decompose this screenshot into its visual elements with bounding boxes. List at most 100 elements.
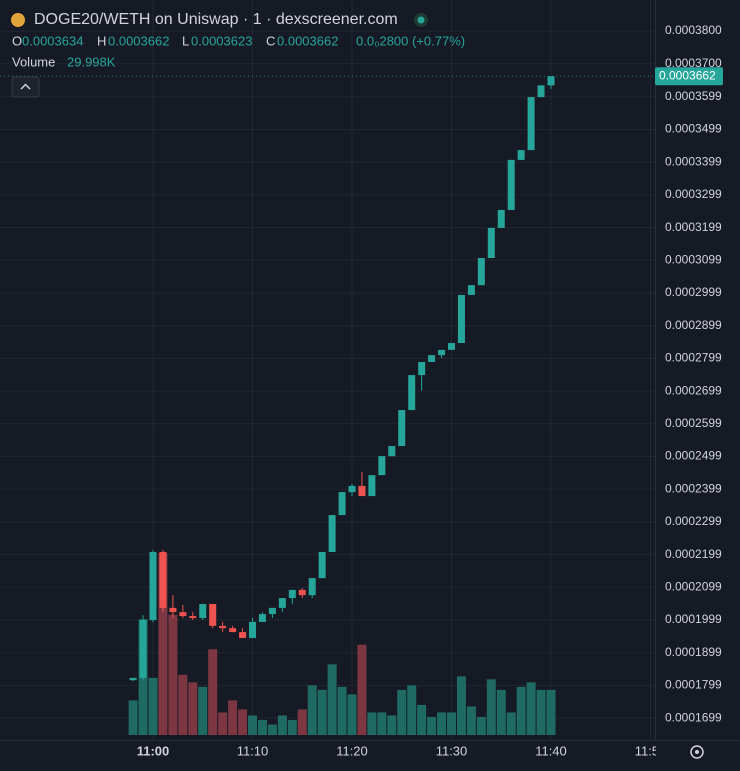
volume-bar (427, 716, 437, 735)
x-tick-label: 11:40 (535, 743, 567, 758)
candle-body (139, 619, 147, 678)
candle-body (219, 625, 227, 629)
candle-body (487, 227, 495, 259)
candle-body (338, 492, 346, 516)
candle-body (288, 589, 296, 599)
y-tick-label: 0.0003800 (665, 23, 722, 37)
volume-bar (496, 689, 506, 735)
token-icon (11, 13, 25, 27)
candle-body (398, 410, 406, 447)
y-tick-label: 0.0001999 (665, 612, 722, 626)
legend-label: C (266, 33, 275, 48)
volume-bar (198, 686, 208, 735)
y-tick-label: 0.0003299 (665, 187, 722, 201)
y-tick-label: 0.0002599 (665, 416, 722, 430)
candle-body (189, 616, 197, 619)
price-axis-panel (656, 0, 740, 771)
volume-bar (248, 715, 257, 735)
volume-bar (327, 664, 337, 735)
x-tick-label: 11:20 (336, 743, 368, 758)
candle-body (278, 598, 286, 608)
candle-body (507, 159, 515, 210)
collapse-icon (20, 83, 31, 90)
candle-body (308, 578, 316, 596)
volume-bar (536, 689, 546, 735)
candle-body (348, 485, 356, 493)
last-price-label: 0.0003662 (659, 68, 716, 82)
legend-value: 0.0003634 (22, 33, 83, 48)
y-tick-label: 0.0002999 (665, 285, 722, 299)
volume-bar (128, 700, 138, 735)
legend-label: H (97, 33, 106, 48)
candle-body (467, 285, 475, 295)
volume-bar (437, 712, 447, 735)
candle-body (457, 294, 465, 344)
volume-bar (387, 715, 397, 735)
legend-label: O (12, 33, 22, 48)
volume-bar (486, 679, 496, 735)
y-tick-label: 0.0002399 (665, 481, 722, 495)
y-tick-label: 0.0003499 (665, 122, 722, 136)
volume-bar (228, 700, 238, 735)
x-tick-label: 11:00 (137, 743, 170, 758)
y-tick-label: 0.0001799 (665, 678, 722, 692)
candle-body (268, 607, 276, 615)
candle-body (517, 150, 525, 160)
candle-body (527, 97, 535, 151)
candle-body (537, 85, 545, 98)
volume-bar (466, 706, 476, 735)
volume-value: 29.998K (67, 54, 116, 69)
y-tick-label: 0.0001699 (665, 710, 722, 724)
chart-title: DOGE20/WETH on Uniswap · 1 · dexscreener… (34, 11, 398, 28)
volume-bar (208, 649, 218, 735)
y-tick-label: 0.0002199 (665, 547, 722, 561)
last-price-box (655, 67, 723, 86)
volume-bar (397, 689, 407, 735)
volume-bar (417, 704, 427, 735)
volume-bar (337, 686, 347, 735)
volume-bar (546, 689, 556, 735)
legend-value: 0.0003623 (191, 33, 252, 48)
x-tick-label: 11:10 (237, 743, 269, 758)
legend-label: L (182, 33, 189, 48)
candle-body (298, 589, 306, 596)
volume-bar (357, 644, 367, 735)
volume-bar (168, 614, 178, 735)
volume-bar (456, 676, 466, 735)
volume-bar (377, 712, 387, 735)
volume-bar (297, 709, 307, 735)
legend-value: 0.0003662 (108, 33, 169, 48)
y-tick-label: 0.0002799 (665, 351, 722, 365)
volume-bar (188, 682, 198, 735)
volume-bar (476, 716, 486, 735)
candle-body (159, 551, 167, 608)
y-tick-label: 0.0003099 (665, 252, 722, 266)
candle-body (318, 551, 326, 579)
y-tick-label: 0.0002499 (665, 449, 722, 463)
volume-bar (218, 712, 228, 735)
collapse-button[interactable] (11, 76, 40, 98)
volume-bar (178, 674, 188, 735)
candle-body (388, 446, 396, 457)
y-tick-label: 0.0003700 (665, 56, 722, 70)
candle-body (368, 475, 376, 497)
candle-body (258, 614, 266, 622)
y-tick-label: 0.0002299 (665, 514, 722, 528)
candle-body (497, 209, 505, 228)
candle-body (239, 632, 247, 638)
candle-body (229, 628, 237, 633)
y-tick-label: 0.0002099 (665, 579, 722, 593)
volume-bar (257, 719, 267, 735)
candle-body (418, 361, 426, 376)
volume-bar (407, 685, 417, 735)
volume-bar (307, 685, 317, 735)
y-tick-label: 0.0003199 (665, 220, 722, 234)
volume-bar (238, 709, 248, 735)
candle-body (408, 375, 416, 411)
volume-bar (267, 724, 277, 735)
legend-change: 0.0₀2800 (+0.77%) (356, 33, 465, 48)
x-tick-label: 11:30 (436, 743, 468, 758)
candle-body (448, 343, 455, 350)
settings-button[interactable] (690, 745, 704, 759)
